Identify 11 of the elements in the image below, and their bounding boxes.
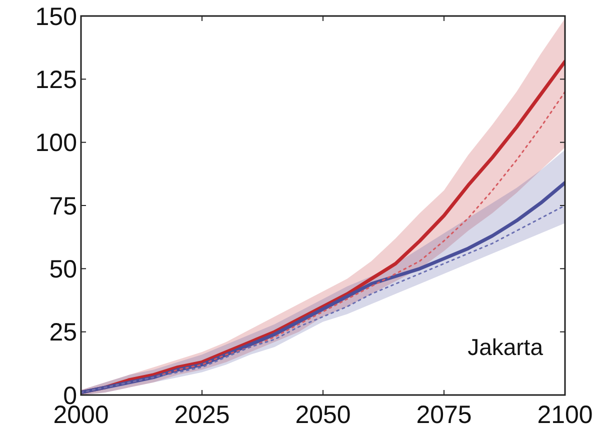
y-tick-label: 150 — [35, 2, 77, 31]
y-tick-label: 100 — [35, 129, 77, 158]
y-tick-label: 50 — [49, 255, 77, 284]
x-tick-label: 2100 — [537, 401, 593, 429]
y-tick-label: 75 — [49, 192, 77, 220]
x-tick-label: 2075 — [416, 401, 472, 429]
y-tick-label: 125 — [35, 66, 77, 94]
x-tick-label: 2050 — [295, 401, 351, 429]
y-tick-label: 25 — [49, 318, 77, 347]
x-tick-label: 2025 — [174, 401, 230, 429]
annotation: Jakarta — [468, 334, 544, 360]
